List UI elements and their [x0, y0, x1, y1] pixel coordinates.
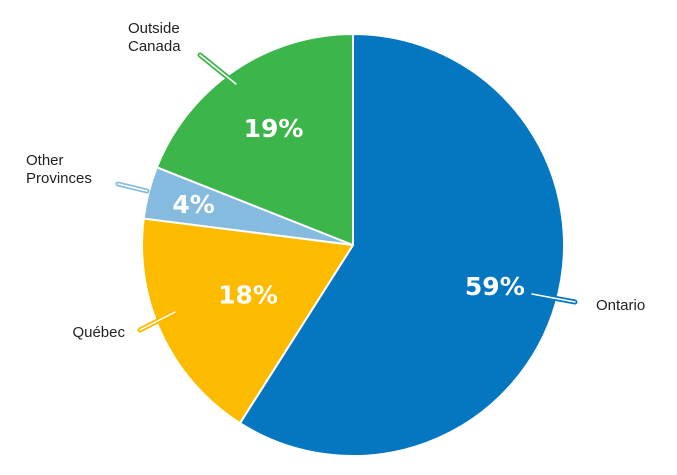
pie-slice-value-label: 59% — [465, 272, 525, 301]
pie-slice-category-label: Ontario — [596, 297, 645, 314]
pie-slice-ontario — [238, 33, 565, 457]
pie-slice-value-label: 18% — [218, 280, 278, 309]
pie-slice-value-label: 4% — [172, 190, 214, 219]
pie-slice-category-label: Outside Canada — [128, 20, 181, 55]
label-connector-highlight — [117, 183, 148, 192]
pie-slice-category-label: Other Provinces — [26, 152, 92, 187]
pie-slice-quebec — [141, 217, 354, 425]
label-connector-highlight — [199, 54, 237, 85]
label-connector-highlight — [531, 293, 576, 303]
pie-slice-outside-canada — [155, 33, 354, 246]
label-connector-highlight — [139, 311, 176, 331]
pie-slice-value-label: 19% — [244, 114, 304, 143]
pie-slice-category-label: Québec — [72, 324, 125, 341]
